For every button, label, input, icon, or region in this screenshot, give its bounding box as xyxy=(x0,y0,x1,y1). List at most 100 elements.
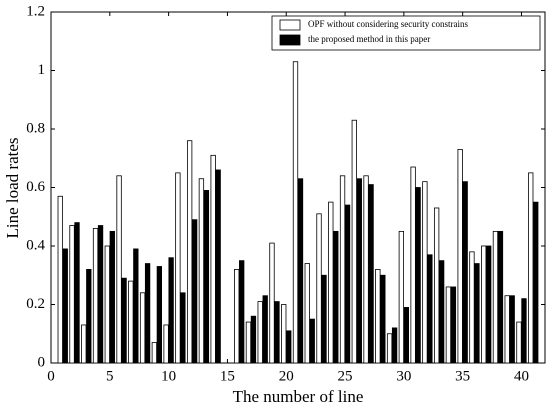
x-tick-label: 40 xyxy=(514,368,529,384)
x-tick-label: 20 xyxy=(279,368,294,384)
bar xyxy=(116,175,122,364)
bar xyxy=(210,154,216,364)
bar xyxy=(422,181,428,364)
legend-label: OPF without considering security constra… xyxy=(308,19,468,29)
bar xyxy=(481,245,487,364)
y-tick-label: 1.2 xyxy=(26,3,45,19)
bar xyxy=(504,295,510,364)
bar xyxy=(363,175,369,364)
y-axis-label: Line load rates xyxy=(3,137,22,238)
bar xyxy=(368,184,374,364)
bar xyxy=(133,248,139,364)
bar xyxy=(297,178,304,364)
bar xyxy=(245,321,252,364)
bar xyxy=(186,140,193,364)
bar xyxy=(309,318,315,364)
bar xyxy=(86,268,92,364)
legend-label: the proposed method in this paper xyxy=(308,34,430,44)
bar xyxy=(198,178,205,364)
bar xyxy=(234,268,240,364)
bar xyxy=(433,207,440,364)
bar xyxy=(250,315,257,364)
bar xyxy=(69,225,75,364)
bar xyxy=(262,295,268,364)
legend-swatch xyxy=(279,34,301,46)
bar xyxy=(104,245,110,364)
bar xyxy=(386,333,393,364)
bar xyxy=(333,230,339,364)
bar xyxy=(286,330,292,364)
bar xyxy=(375,268,381,364)
bar xyxy=(528,172,534,364)
bar xyxy=(516,321,522,364)
bar xyxy=(292,61,299,364)
x-tick-label: 5 xyxy=(106,368,114,384)
x-tick-label: 15 xyxy=(220,368,235,384)
bar xyxy=(415,187,421,364)
bar xyxy=(398,230,405,364)
bar xyxy=(109,230,115,364)
bar xyxy=(274,301,280,364)
bar xyxy=(203,190,210,364)
bar xyxy=(351,119,357,364)
bar xyxy=(139,292,146,364)
bar xyxy=(175,172,181,364)
bar xyxy=(304,263,310,364)
bar xyxy=(191,219,198,364)
y-tick-label: 0.6 xyxy=(26,179,45,195)
y-tick-label: 0.8 xyxy=(26,120,45,136)
bar xyxy=(497,230,504,364)
bar xyxy=(438,260,445,364)
bar xyxy=(57,195,63,364)
bar xyxy=(344,204,351,364)
bar xyxy=(163,324,169,364)
bar xyxy=(144,263,151,364)
bar xyxy=(257,301,263,364)
bar xyxy=(492,230,499,364)
legend-swatch xyxy=(279,19,301,31)
x-tick-label: 0 xyxy=(47,368,55,384)
bar xyxy=(239,260,245,364)
bar xyxy=(151,342,158,364)
bar xyxy=(403,307,410,364)
bar xyxy=(380,274,386,364)
x-tick-label: 30 xyxy=(396,368,411,384)
bar xyxy=(339,175,346,364)
bar xyxy=(97,225,104,364)
y-tick-label: 0.4 xyxy=(26,237,45,253)
x-axis-label: The number of line xyxy=(233,387,364,406)
bar xyxy=(486,245,492,364)
bar xyxy=(457,149,463,364)
bar xyxy=(445,286,452,364)
bar xyxy=(269,242,275,364)
bar xyxy=(128,280,134,364)
bar xyxy=(356,178,362,364)
bar xyxy=(469,251,475,364)
bar xyxy=(121,277,127,364)
bar xyxy=(281,304,287,364)
y-tick-label: 0 xyxy=(38,354,46,370)
bar xyxy=(321,274,327,364)
bar xyxy=(509,295,515,364)
bar xyxy=(328,201,334,364)
y-tick-label: 1 xyxy=(38,62,46,78)
bar xyxy=(81,324,87,364)
bar xyxy=(410,166,416,364)
legend-box xyxy=(271,15,541,51)
bar xyxy=(180,292,186,364)
bar xyxy=(450,286,457,364)
bar xyxy=(74,222,80,364)
bar xyxy=(92,228,99,364)
bar xyxy=(391,327,398,364)
bar xyxy=(427,254,433,364)
y-tick-label: 0.2 xyxy=(26,296,45,312)
bar xyxy=(215,169,221,364)
bar xyxy=(62,248,68,364)
bar xyxy=(474,263,480,364)
bar xyxy=(168,257,174,364)
bar xyxy=(533,201,539,364)
bar xyxy=(521,298,527,364)
x-tick-label: 25 xyxy=(338,368,353,384)
x-tick-label: 10 xyxy=(161,368,176,384)
